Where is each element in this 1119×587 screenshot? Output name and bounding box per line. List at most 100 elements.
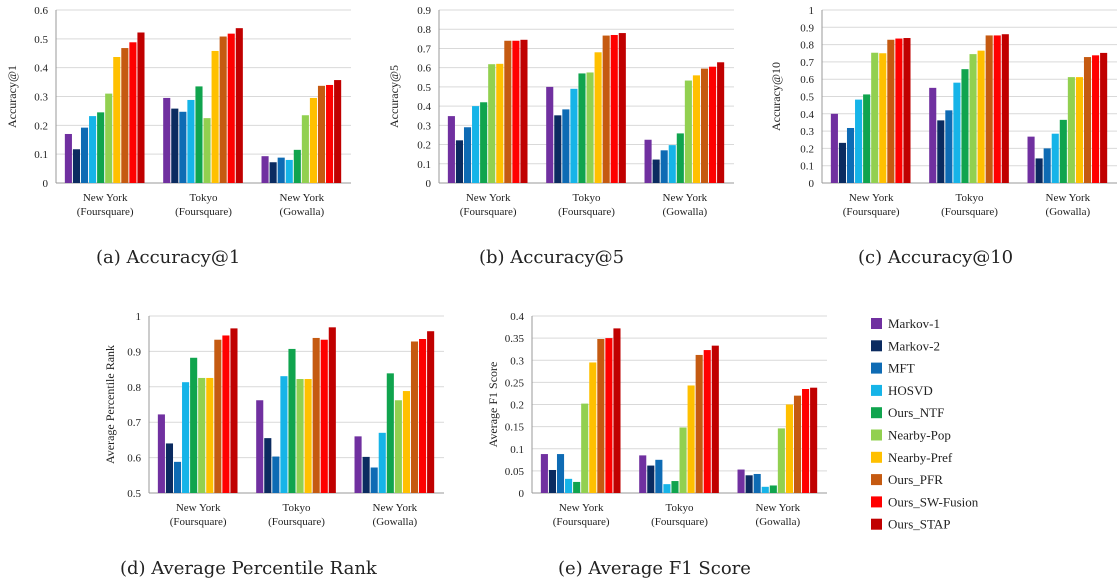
y-tick-label: 0.1 [34,149,48,161]
legend-label: Markov-2 [888,338,940,353]
bar-markov-1 [737,469,745,493]
x-tick-label: (Foursquare) [170,516,227,528]
y-tick-label: 0.3 [417,120,431,132]
y-tick-label: 0.6 [800,74,814,86]
bar-ours-pfr [602,35,610,184]
bar-nearby-pop [581,403,589,493]
bar-ours-sw-fusion [605,338,613,493]
bar-markov-2 [548,469,557,493]
legend-label: Markov-1 [888,316,940,331]
y-tick-label: 0.35 [505,333,525,345]
bar-hosvd [663,484,671,493]
y-tick-label: 0.3 [34,92,48,104]
bar-ours-pfr [317,85,326,183]
y-tick-label: 0.2 [34,120,48,132]
bar-ours-stap [618,33,626,183]
bar-hosvd [855,99,863,183]
bar-markov-1 [639,455,647,493]
bar-markov-2 [362,456,370,493]
y-tick-label: 0.6 [417,63,431,75]
bar-ours-stap [328,327,336,493]
bar-ours-ntf [961,69,969,183]
bar-ours-pfr [219,36,227,183]
chart-panel-2: 0 0.1 0.2 0.3 0.4 0.5 0.6 0.7 0.8 0.9 Accuracy@5 Ne… [387,5,734,268]
y-tick-label: 0.4 [34,63,48,75]
bar-markov-2 [264,438,272,493]
bar-ours-pfr [312,337,320,493]
legend-swatch [871,451,882,463]
x-tick-label: (Foursquare) [843,206,900,218]
bar-ours-ntf [480,102,488,183]
bar-ours-ntf [676,133,684,183]
bar-ours-stap [235,28,243,184]
x-tick-label: Tokyo [956,192,984,204]
subfigure-caption: (a) Accuracy@1 [96,247,240,268]
bar-nearby-pop [301,115,309,183]
bar-ours-pfr [985,35,993,183]
legend-label: MFT [888,361,915,376]
bar-ours-ntf [97,112,105,183]
bar-ours-ntf [578,73,586,183]
bar-markov-2 [165,443,174,493]
legend-swatch [871,318,882,329]
bar-mft [277,157,285,183]
x-tick-label: New York [466,192,511,204]
legend-label: Ours_STAP [888,517,951,532]
bar-nearby-pref [977,50,985,183]
bar-nearby-pref [113,56,121,183]
legend-label: Ours_SW-Fusion [888,494,979,509]
bar-ours-ntf [1059,119,1067,183]
y-tick-label: 0.05 [505,466,525,478]
y-tick-label: 0.4 [510,311,524,323]
bar-nearby-pop [969,54,977,183]
legend-swatch [871,474,882,486]
bar-markov-2 [647,465,655,493]
y-tick-label: 0 [519,488,525,500]
bar-mft [660,150,668,183]
subfigure-caption: (c) Accuracy@10 [858,247,1013,268]
bar-mft [655,459,663,493]
bar-nearby-pop [871,52,879,183]
bar-ours-stap [334,80,342,183]
bar-ours-stap [717,62,725,184]
bar-ours-stap [520,39,528,183]
y-tick-label: 0.9 [417,5,431,17]
bar-ours-stap [711,345,719,493]
bar-mft [179,111,187,183]
bar-ours-ntf [190,357,198,493]
bar-nearby-pref [687,385,695,493]
bar-hosvd [761,486,769,493]
x-tick-label: New York [176,502,221,514]
bar-ours-sw-fusion [227,33,235,183]
y-tick-label: 0.5 [127,488,141,500]
bar-ours-sw-fusion [512,40,520,183]
y-tick-label: 0.3 [510,355,524,367]
y-tick-label: 0.1 [510,444,524,456]
bar-markov-1 [447,116,455,183]
bar-ours-pfr [695,354,703,493]
bar-ours-stap [230,328,238,493]
y-tick-label: 0.9 [127,346,141,358]
bar-hosvd [1051,133,1059,183]
bar-ours-sw-fusion [222,335,230,493]
y-tick-label: 0.7 [127,417,141,429]
subfigure-caption: (b) Accuracy@5 [479,247,624,268]
legend-swatch [871,407,882,419]
bar-ours-sw-fusion [419,339,427,493]
bar-ours-ntf [293,149,301,183]
bar-hosvd [378,432,386,493]
y-tick-label: 0.5 [417,82,431,94]
legend-swatch [871,362,882,374]
bar-mft [463,127,472,183]
bar-markov-1 [64,133,72,183]
bar-markov-1 [261,156,269,183]
bar-markov-2 [1035,158,1043,183]
bar-nearby-pref [496,63,504,184]
y-tick-label: 0.4 [417,101,431,113]
bar-hosvd [668,145,676,183]
x-tick-label: (Foursquare) [941,206,998,218]
bar-ours-pfr [1083,57,1092,183]
x-tick-label: New York [83,192,128,204]
bar-markov-2 [455,140,464,183]
